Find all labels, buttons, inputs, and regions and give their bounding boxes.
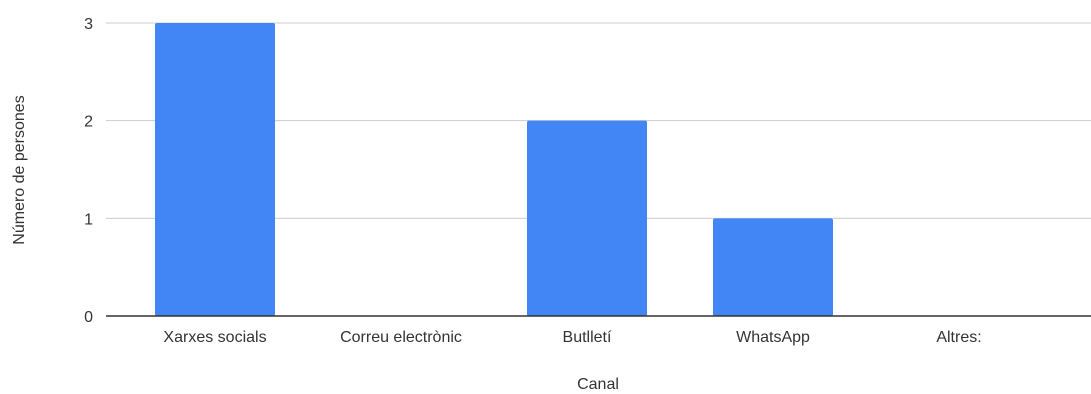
y-tick-label: 1 xyxy=(84,211,93,228)
bars xyxy=(155,23,833,317)
y-tick-label: 3 xyxy=(84,16,93,33)
x-tick-label: WhatsApp xyxy=(736,329,810,346)
x-tick-labels: Xarxes socials Correu electrònic Butlletí W… xyxy=(163,329,981,346)
y-axis-title: Número de persones xyxy=(11,95,28,244)
x-tick-label: Xarxes socials xyxy=(163,329,266,346)
y-tick-label: 0 xyxy=(84,309,93,326)
x-tick-label: Butlletí xyxy=(563,329,612,346)
x-axis-title: Canal xyxy=(577,376,619,393)
x-tick-label: Correu electrònic xyxy=(340,329,462,346)
x-tick-label: Altres: xyxy=(936,329,981,346)
bar xyxy=(713,218,833,316)
y-tick-labels: 0 1 2 3 xyxy=(84,16,93,326)
bar xyxy=(155,23,275,316)
bar xyxy=(527,120,647,317)
y-tick-label: 2 xyxy=(84,114,93,131)
